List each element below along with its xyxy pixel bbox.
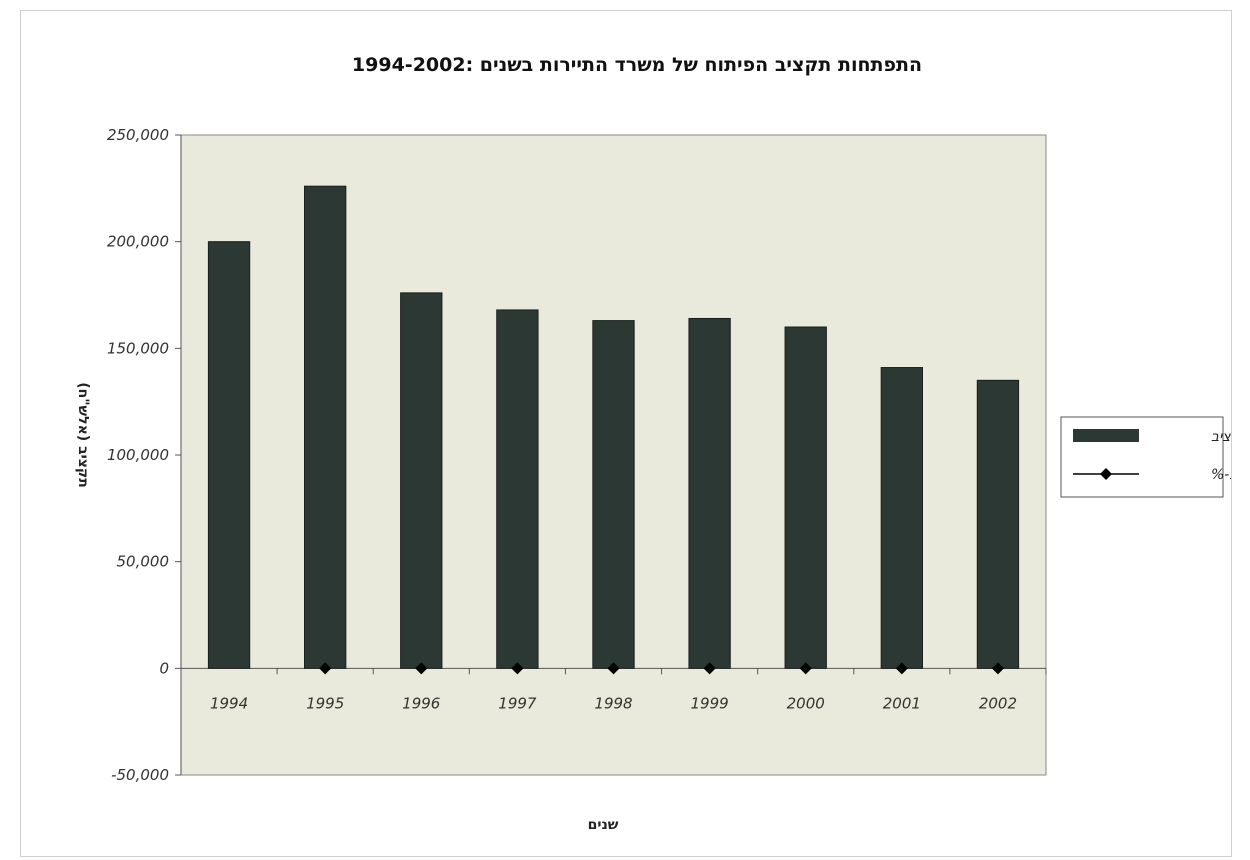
x-tick-label: 1995 (306, 694, 344, 712)
marker-2002 (991, 662, 1004, 675)
y-tick-label: -50,000 (111, 766, 169, 784)
bar-1995 (304, 185, 347, 669)
bar-1998 (592, 320, 635, 669)
bar-2001 (880, 367, 923, 669)
bar-1999 (688, 317, 731, 669)
legend: תקציב שינוי ב-% (1060, 416, 1231, 498)
y-tick-label: 200,000 (107, 233, 169, 251)
marker-1995 (319, 662, 332, 675)
marker-series (319, 662, 1004, 675)
y-tick-label: 0 (159, 659, 169, 677)
bar-1996 (400, 292, 443, 669)
y-tick-label: 250,000 (107, 126, 169, 144)
x-tick-label: 2001 (883, 694, 921, 712)
bar-2000 (784, 326, 827, 669)
x-axis-title: שנים (588, 817, 619, 833)
bar-1994 (207, 241, 251, 669)
marker-1999 (703, 662, 716, 675)
marker-2001 (895, 662, 908, 675)
x-tick-label: 1997 (498, 694, 537, 712)
y-tick-label: 50,000 (117, 553, 170, 571)
legend-label-budget: תקציב (1211, 429, 1231, 445)
marker-1997 (511, 662, 524, 675)
x-tick-label: 1994 (210, 694, 248, 712)
x-tick-label: 1996 (402, 694, 440, 712)
chart-frame: התפתחות תקציב הפיתוח של משרד התיירות בשנ… (20, 10, 1232, 857)
x-tick-label: 2002 (979, 694, 1017, 712)
y-tick-label: 100,000 (107, 446, 169, 464)
bar-2002 (976, 379, 1020, 669)
y-tick-label: 150,000 (107, 339, 169, 357)
marker-1998 (607, 662, 620, 675)
y-axis-title: תקציב (אלש"ח) (75, 382, 91, 488)
legend-bar-swatch (1073, 429, 1139, 442)
marker-2000 (799, 662, 812, 675)
chart-title: התפתחות תקציב הפיתוח של משרד התיירות בשנ… (352, 54, 922, 76)
legend-label-change: שינוי ב-% (1211, 467, 1231, 483)
legend-diamond-marker (1100, 468, 1112, 480)
chart-canvas: התפתחות תקציב הפיתוח של משרד התיירות בשנ… (75, 54, 1231, 833)
x-tick-label: 1998 (594, 694, 632, 712)
x-axis: 1994 1995 1996 1997 1998 1999 2000 2001 2002 (180, 668, 1047, 712)
bar-1997 (496, 309, 539, 669)
x-tick-label: 1999 (691, 694, 729, 712)
marker-1996 (415, 662, 428, 675)
x-tick-label: 2000 (787, 694, 825, 712)
bar-series (207, 185, 1020, 669)
